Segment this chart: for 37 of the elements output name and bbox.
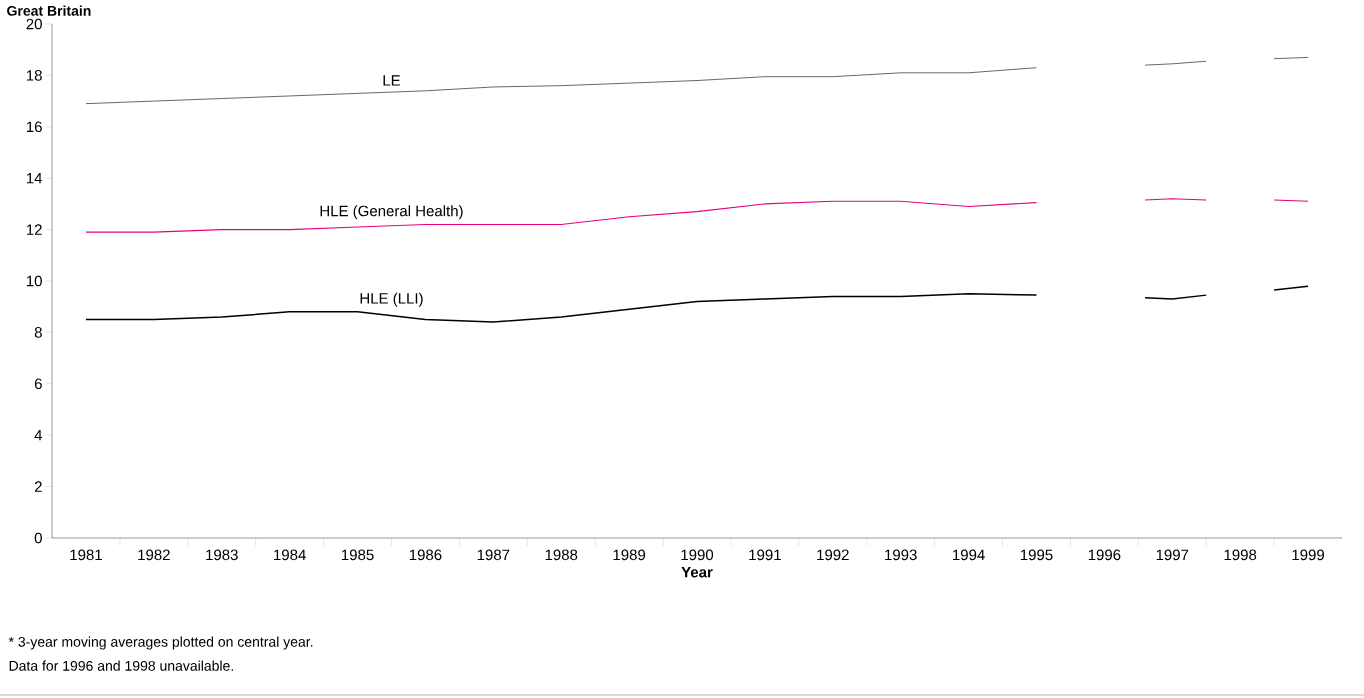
x-tick-label: 1992 [817,549,849,561]
text: * 3-year moving averages plotted on central year. [8,636,313,650]
x-tick-label: 1993 [885,549,917,561]
y-tick-label: 2 [34,481,42,492]
x-tick-label: 1989 [613,549,646,561]
y-tick-label: 18 [26,70,42,81]
x-tick-label: 1985 [342,549,374,561]
y-tick-label: 8 [34,327,42,338]
series-label: HLE (LLI) [360,292,423,307]
x-axis-title: Year [681,567,713,578]
x-tick-label: 1988 [545,549,578,561]
x-tick-label: 1991 [749,549,781,561]
x-tick-label: 1990 [681,549,714,561]
series-label: HLE (General Health) [320,205,463,220]
chart-title: Great Britain [7,5,91,16]
x-tick-label: 1986 [409,549,442,561]
x-tick-label: 1983 [206,549,238,561]
x-tick-label: 1999 [1292,549,1324,561]
y-tick-label: 0 [34,532,42,544]
x-tick-label: 1984 [274,549,306,561]
x-tick-label: 1996 [1088,549,1121,561]
y-tick-label: 10 [26,275,42,287]
text: Data for 1996 and 1998 unavailable. [9,660,233,671]
y-tick-label: 6 [34,378,42,390]
x-tick-label: 1994 [953,549,985,561]
x-tick-label: 1995 [1020,549,1053,561]
x-tick-label: 1987 [477,549,510,561]
y-tick-label: 4 [34,430,43,441]
y-tick-label: 12 [26,224,42,235]
x-tick-label: 1997 [1156,549,1189,561]
x-tick-label: 1981 [70,549,102,561]
series-label: LE [383,75,401,86]
x-tick-label: 1982 [138,549,170,561]
y-tick-label: 16 [26,121,42,133]
y-tick-label: 14 [26,173,43,184]
y-tick-label: 20 [26,18,42,30]
x-tick-label: 1998 [1224,549,1257,561]
